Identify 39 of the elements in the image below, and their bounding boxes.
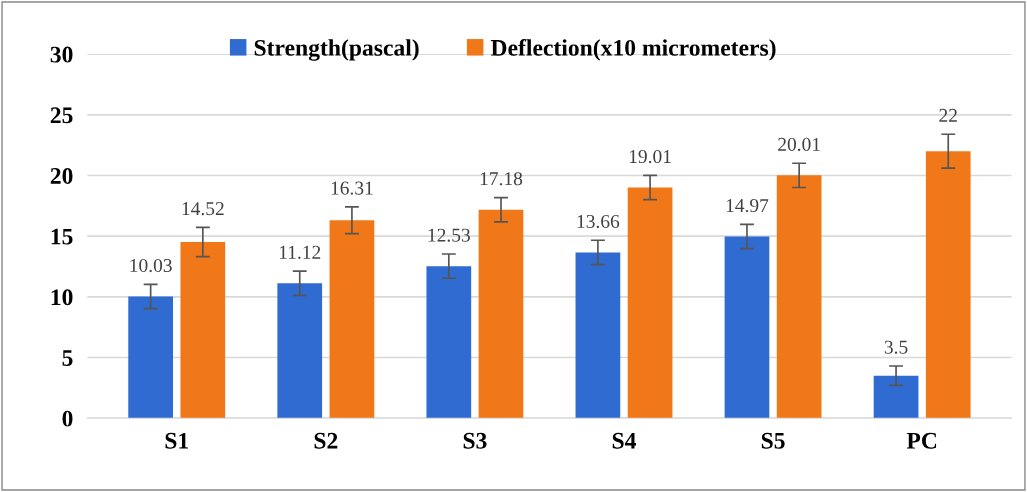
- data-label: 14.52: [182, 202, 224, 216]
- x-tick-label: S2: [314, 432, 338, 449]
- x-tick-label: S5: [761, 432, 785, 449]
- data-label: 17.18: [480, 172, 523, 186]
- data-label: 13.66: [577, 214, 620, 229]
- y-tick-label: 25: [50, 107, 73, 124]
- x-tick-label: S1: [165, 432, 188, 449]
- data-label: 19.01: [629, 149, 671, 164]
- bar: [180, 241, 226, 419]
- y-tick-label: 15: [51, 228, 73, 245]
- legend-label: Deflection(x10 micrometers): [490, 38, 776, 61]
- data-label: 14.97: [726, 199, 769, 213]
- data-label: 10.03: [130, 258, 172, 273]
- data-label: 12.53: [428, 228, 470, 242]
- x-tick-label: S4: [612, 432, 637, 449]
- y-tick-label: 5: [62, 350, 73, 366]
- bar: [925, 151, 971, 419]
- legend-label: Strength(pascal): [254, 39, 419, 61]
- data-label: 20.01: [778, 137, 820, 152]
- bar: [575, 252, 621, 419]
- bar: [627, 187, 673, 419]
- x-tick-label: S3: [463, 432, 487, 449]
- y-tick-label: 30: [50, 46, 73, 63]
- bar: [277, 283, 323, 419]
- bar: [873, 375, 919, 419]
- data-label: 11.12: [279, 245, 321, 259]
- data-label: 16.31: [331, 181, 373, 195]
- data-label: 3.5: [884, 340, 908, 354]
- bar: [724, 236, 770, 419]
- bar: [128, 296, 174, 419]
- bar: [329, 220, 375, 419]
- y-tick-label: 10: [51, 289, 73, 306]
- y-tick-label: 0: [62, 410, 73, 427]
- x-tick-label: PC: [906, 432, 937, 449]
- data-label: 22: [939, 108, 957, 122]
- bar: [478, 209, 524, 419]
- bar: [776, 175, 822, 419]
- y-tick-label: 20: [50, 167, 73, 184]
- bar: [426, 266, 472, 419]
